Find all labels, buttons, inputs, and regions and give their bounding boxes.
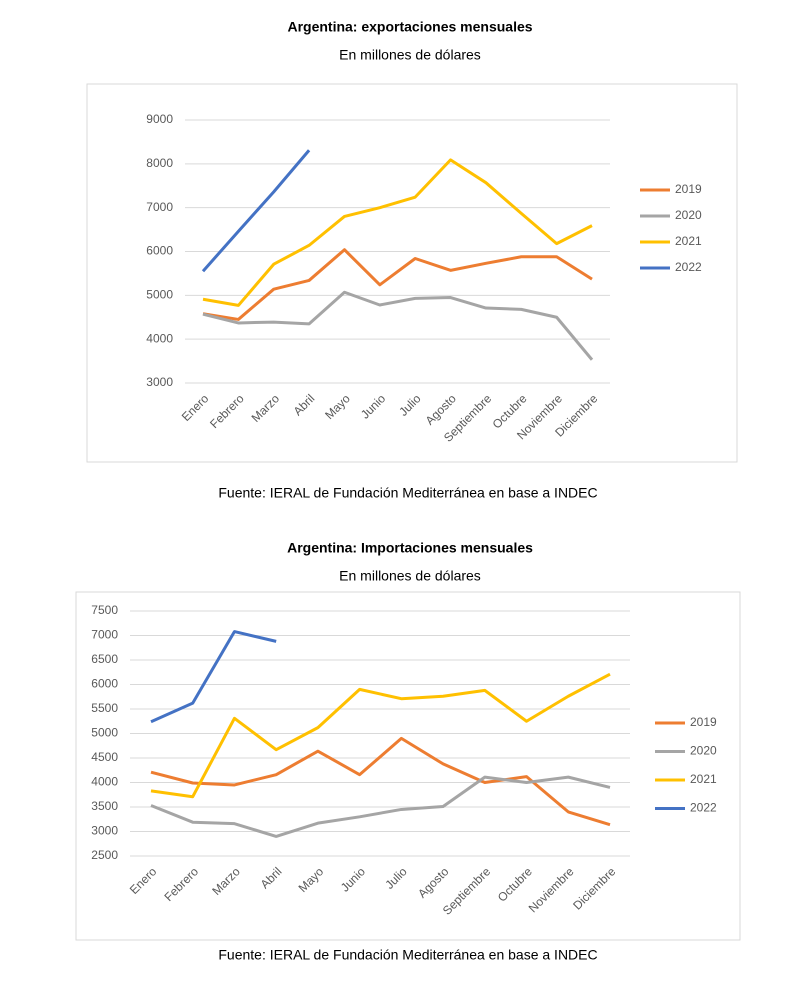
legend-label: 2021 (690, 772, 717, 786)
line-series (201, 149, 311, 273)
y-tick-label: 7000 (91, 628, 118, 642)
chart-title: Argentina: Importaciones mensuales (287, 540, 533, 556)
line-series (150, 630, 277, 724)
x-tick-label: Marzo (209, 864, 243, 898)
x-tick-label: Marzo (249, 391, 283, 425)
legend-label: 2022 (690, 801, 717, 815)
y-tick-label: 7500 (91, 603, 118, 617)
line-series (150, 672, 611, 799)
x-tick-label: Agosto (415, 864, 452, 901)
line-series (202, 158, 593, 307)
line-series (202, 290, 594, 361)
y-tick-label: 3000 (91, 824, 118, 838)
y-tick-label: 5000 (91, 726, 118, 740)
legend-label: 2019 (690, 715, 717, 729)
y-tick-label: 3000 (146, 375, 173, 389)
legend-label: 2021 (675, 234, 702, 248)
x-tick-label: Julio (382, 864, 410, 892)
x-tick-label: Julio (396, 391, 424, 419)
x-tick-label: Mayo (296, 864, 327, 895)
x-tick-label: Junio (358, 391, 388, 421)
chart-frame (75, 591, 741, 941)
legend-label: 2022 (675, 260, 702, 274)
x-tick-label: Octubre (495, 864, 535, 904)
x-tick-label: Junio (338, 864, 368, 894)
y-tick-label: 7000 (146, 200, 173, 214)
y-tick-label: 5000 (146, 288, 173, 302)
x-tick-label: Noviembre (526, 864, 577, 915)
chart-frame (86, 83, 738, 463)
y-tick-label: 6000 (146, 244, 173, 258)
y-tick-label: 4500 (91, 750, 118, 764)
legend-label: 2020 (690, 744, 717, 758)
y-tick-label: 4000 (146, 331, 173, 345)
y-tick-label: 5500 (91, 701, 118, 715)
y-tick-label: 9000 (146, 112, 173, 126)
x-tick-label: Enero (127, 864, 160, 897)
x-tick-label: Abril (258, 864, 285, 891)
y-tick-label: 4000 (91, 775, 118, 789)
x-tick-label: Mayo (322, 391, 353, 422)
chart-subtitle: En millones de dólares (339, 47, 481, 63)
legend-label: 2020 (675, 208, 702, 222)
source-note: Fuente: IERAL de Fundación Mediterránea … (218, 485, 597, 501)
line-series (150, 775, 611, 838)
chart-subtitle: En millones de dólares (339, 568, 481, 584)
x-tick-label: Enero (179, 391, 212, 424)
y-tick-label: 6000 (91, 677, 118, 691)
y-tick-label: 6500 (91, 652, 118, 666)
x-tick-label: Febrero (207, 391, 247, 431)
x-tick-label: Febrero (161, 864, 201, 904)
x-tick-label: Diciembre (570, 864, 618, 912)
source-note: Fuente: IERAL de Fundación Mediterránea … (218, 947, 597, 963)
x-tick-label: Abril (291, 391, 318, 418)
legend-label: 2019 (675, 182, 702, 196)
y-tick-label: 3500 (91, 799, 118, 813)
y-tick-label: 8000 (146, 156, 173, 170)
line-series (202, 248, 593, 321)
chart-title: Argentina: exportaciones mensuales (287, 19, 532, 35)
y-tick-label: 2500 (91, 848, 118, 862)
